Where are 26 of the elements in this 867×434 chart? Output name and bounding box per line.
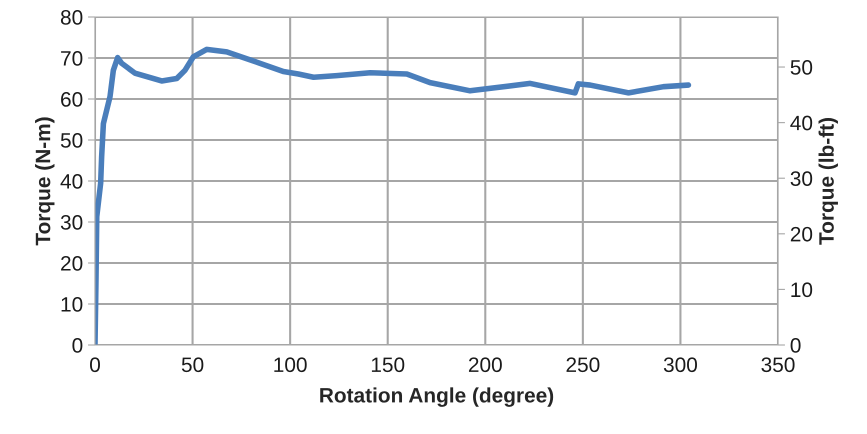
x-tick-label: 350 (761, 357, 795, 372)
y2-tick-label: 40 (790, 116, 812, 130)
x-tick-label: 50 (182, 357, 204, 372)
x-tick-label: 100 (274, 357, 307, 372)
y-tick-label: 50 (60, 133, 82, 148)
y2-tick-label: 30 (790, 171, 812, 186)
y-tick-label: 60 (61, 92, 82, 107)
y-tick-label: 70 (61, 51, 82, 66)
y-tick-label: 0 (72, 338, 82, 353)
y2-tick-label: 0 (790, 338, 801, 353)
x-tick-label: 250 (566, 357, 600, 372)
y2-tick-label: 10 (791, 282, 812, 298)
y2-axis-title: Torque (lb-ft) (818, 118, 838, 245)
x-tick-label: 0 (90, 357, 100, 372)
y-tick-label: 20 (61, 256, 82, 271)
x-axis-title: Rotation Angle (degree) (320, 387, 554, 407)
y-tick-label: 30 (60, 215, 82, 230)
y-tick-label: 10 (62, 297, 82, 312)
y-tick-label: 40 (60, 174, 82, 189)
y-axis-title: Torque (N-m) (35, 117, 54, 246)
x-tick-label: 150 (372, 357, 404, 372)
y2-tick-label: 20 (790, 226, 812, 242)
x-tick-label: 300 (664, 357, 697, 372)
y2-tick-label: 50 (790, 60, 812, 75)
y-tick-label: 80 (60, 10, 82, 25)
x-tick-label: 200 (468, 357, 502, 372)
